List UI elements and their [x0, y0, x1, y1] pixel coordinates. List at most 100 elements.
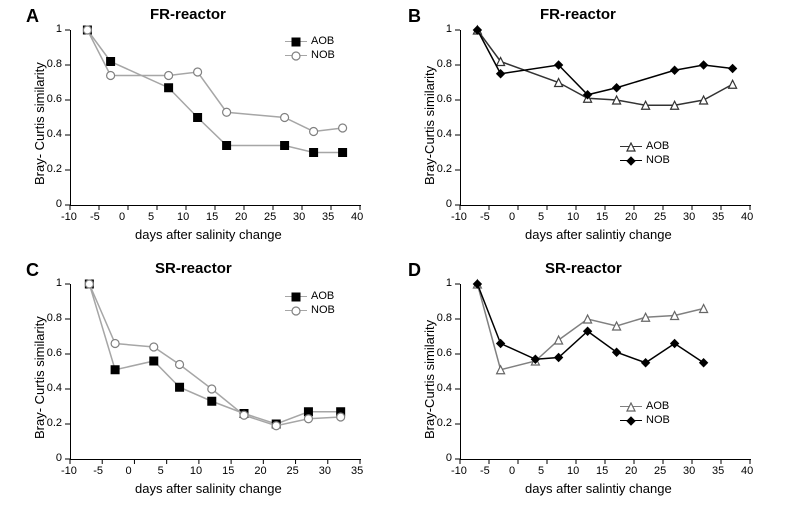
xtick-label: 10	[567, 465, 579, 477]
series-marker-NOB	[729, 65, 737, 73]
ytick-label: 0.2	[437, 163, 452, 175]
ytick-label: 0.2	[47, 163, 62, 175]
series-marker-NOB	[165, 72, 173, 80]
xtick-label: 5	[538, 465, 544, 477]
xtick-label: 35	[322, 211, 334, 223]
series-marker-NOB	[339, 124, 347, 132]
legend-label: AOB	[646, 140, 669, 152]
series-marker-NOB	[671, 340, 679, 348]
series-marker-NOB	[223, 108, 231, 116]
series-marker-NOB	[240, 411, 248, 419]
plot-svg-B	[460, 30, 750, 205]
x-axis-label-A: days after salinity change	[135, 227, 282, 242]
xtick-label: 25	[654, 465, 666, 477]
series-marker-NOB	[671, 66, 679, 74]
xtick-label: -5	[93, 465, 103, 477]
ytick-label: 0.4	[47, 382, 62, 394]
series-marker-NOB	[272, 422, 280, 430]
xtick-label: 25	[654, 211, 666, 223]
series-marker-NOB	[83, 26, 91, 34]
xtick-label: 0	[119, 211, 125, 223]
panel-title-D: SR-reactor	[545, 260, 622, 277]
xtick-label: 35	[712, 211, 724, 223]
ytick-label: 0	[446, 452, 452, 464]
series-marker-NOB	[111, 340, 119, 348]
legend-item-NOB: NOB	[620, 154, 670, 166]
series-marker-NOB	[497, 340, 505, 348]
xtick-label: 15	[222, 465, 234, 477]
legend-item-NOB: NOB	[285, 304, 335, 316]
series-marker-AOB	[223, 142, 231, 150]
series-marker-NOB	[613, 84, 621, 92]
panel-label-C: C	[26, 260, 39, 281]
series-marker-AOB	[310, 149, 318, 157]
xtick-label: 15	[206, 211, 218, 223]
ytick-label: 0.4	[437, 382, 452, 394]
series-marker-NOB	[85, 280, 93, 288]
ytick-label: 0	[56, 198, 62, 210]
ytick-label: 0	[446, 198, 452, 210]
ytick-label: 0.2	[437, 417, 452, 429]
xtick-label: 20	[254, 465, 266, 477]
series-marker-NOB	[281, 114, 289, 122]
panel-label-B: B	[408, 6, 421, 27]
series-marker-NOB	[497, 70, 505, 78]
figure-container: AFR-reactor00.20.40.60.81-10-50510152025…	[0, 0, 793, 507]
xtick-label: 0	[509, 465, 515, 477]
legend-label: AOB	[311, 290, 334, 302]
series-marker-AOB	[339, 149, 347, 157]
xtick-label: -5	[90, 211, 100, 223]
ytick-label: 0	[56, 452, 62, 464]
legend-item-NOB: NOB	[620, 414, 670, 426]
series-line-AOB	[477, 30, 732, 105]
legend-item-AOB: AOB	[285, 35, 335, 47]
legend-item-AOB: AOB	[285, 290, 335, 302]
series-marker-NOB	[208, 385, 216, 393]
series-marker-AOB	[107, 58, 115, 66]
xtick-label: 0	[509, 211, 515, 223]
legend-label: NOB	[311, 304, 335, 316]
xtick-label: 30	[319, 465, 331, 477]
xtick-label: -10	[61, 211, 77, 223]
ytick-label: 0.8	[437, 312, 452, 324]
series-marker-AOB	[150, 357, 158, 365]
legend-D: AOB NOB	[620, 400, 670, 428]
legend-label: NOB	[311, 49, 335, 61]
xtick-label: 20	[625, 211, 637, 223]
xtick-label: 30	[683, 211, 695, 223]
xtick-label: 5	[148, 211, 154, 223]
xtick-label: 35	[712, 465, 724, 477]
series-marker-AOB	[176, 383, 184, 391]
xtick-label: 5	[538, 211, 544, 223]
xtick-label: 25	[264, 211, 276, 223]
y-axis-label-A: Bray- Curtis similarity	[32, 62, 47, 185]
series-marker-NOB	[107, 72, 115, 80]
xtick-label: 30	[293, 211, 305, 223]
panel-title-B: FR-reactor	[540, 6, 616, 23]
xtick-label: -10	[451, 211, 467, 223]
series-marker-NOB	[642, 359, 650, 367]
xtick-label: 10	[567, 211, 579, 223]
series-marker-NOB	[176, 361, 184, 369]
xtick-label: 30	[683, 465, 695, 477]
legend-label: AOB	[646, 400, 669, 412]
ytick-label: 1	[56, 23, 62, 35]
y-axis-label-C: Bray- Curtis similarity	[32, 316, 47, 439]
legend-item-NOB: NOB	[285, 49, 335, 61]
legend-label: NOB	[646, 414, 670, 426]
x-axis-label-D: days after salintiy change	[525, 481, 672, 496]
ytick-label: 0.6	[437, 347, 452, 359]
series-marker-NOB	[150, 343, 158, 351]
x-axis-label-C: days after salinity change	[135, 481, 282, 496]
xtick-label: -10	[451, 465, 467, 477]
series-marker-AOB	[729, 80, 737, 88]
series-marker-NOB	[194, 68, 202, 76]
panel-label-D: D	[408, 260, 421, 281]
series-marker-AOB	[165, 84, 173, 92]
series-marker-AOB	[111, 366, 119, 374]
ytick-label: 0.6	[437, 93, 452, 105]
xtick-label: 10	[190, 465, 202, 477]
legend-C: AOB NOB	[285, 290, 335, 318]
series-marker-AOB	[194, 114, 202, 122]
ytick-label: 0.8	[47, 58, 62, 70]
